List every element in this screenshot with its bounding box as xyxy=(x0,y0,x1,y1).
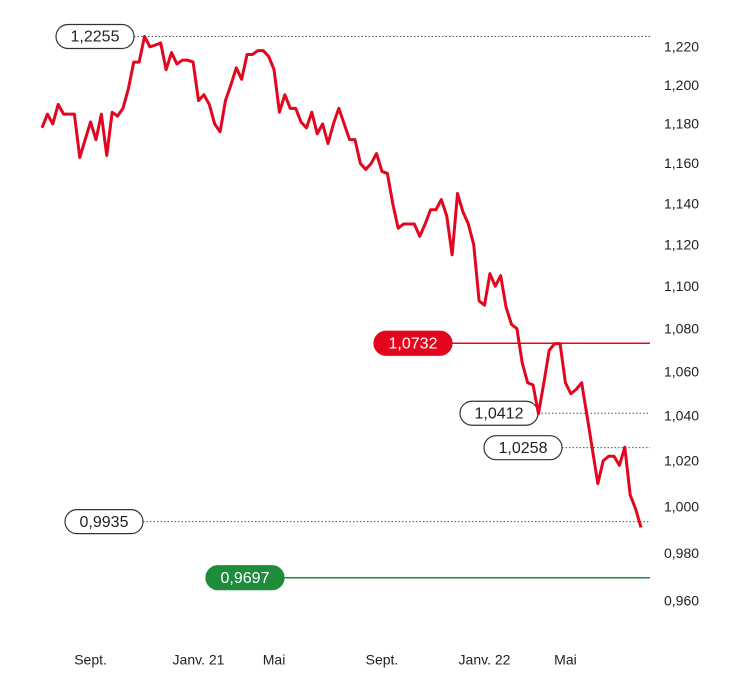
y-tick-label: 1,000 xyxy=(664,498,699,514)
label-pill xyxy=(373,330,453,356)
x-tick-label: Mai xyxy=(263,652,286,668)
x-tick-label: Sept. xyxy=(74,652,107,668)
y-tick-label: 1,040 xyxy=(664,408,699,424)
label-text: 1,0732 xyxy=(389,335,438,352)
y-tick-label: 1,180 xyxy=(664,116,699,132)
x-tick-label: Sept. xyxy=(366,652,399,668)
y-tick-label: 1,060 xyxy=(664,364,699,380)
x-tick-label: Janv. 22 xyxy=(459,652,511,668)
y-tick-label: 1,020 xyxy=(664,452,699,468)
label-pill xyxy=(55,23,135,50)
label-text: 0,9935 xyxy=(80,514,129,531)
y-tick-label: 1,080 xyxy=(664,320,699,336)
y-tick-label: 1,140 xyxy=(664,195,699,211)
y-tick-label: 1,100 xyxy=(664,278,699,294)
y-tick-label: 0,980 xyxy=(664,545,699,561)
y-tick-label: 0,960 xyxy=(664,593,699,609)
label-text: 1,2255 xyxy=(71,29,120,46)
x-tick-label: Mai xyxy=(554,652,577,668)
label-text: 1,0412 xyxy=(475,405,524,422)
y-tick-label: 1,200 xyxy=(664,77,699,93)
label-pill xyxy=(205,565,285,591)
label-text: 1,0258 xyxy=(499,440,548,457)
x-tick-label: Janv. 21 xyxy=(173,652,225,668)
y-tick-label: 1,160 xyxy=(664,155,699,171)
y-tick-label: 1,120 xyxy=(664,236,699,252)
label-pill xyxy=(64,509,144,535)
label-pill xyxy=(483,435,563,461)
price-line xyxy=(40,34,643,528)
y-tick-label: 1,220 xyxy=(664,39,699,55)
label-text: 0,9697 xyxy=(221,570,270,587)
